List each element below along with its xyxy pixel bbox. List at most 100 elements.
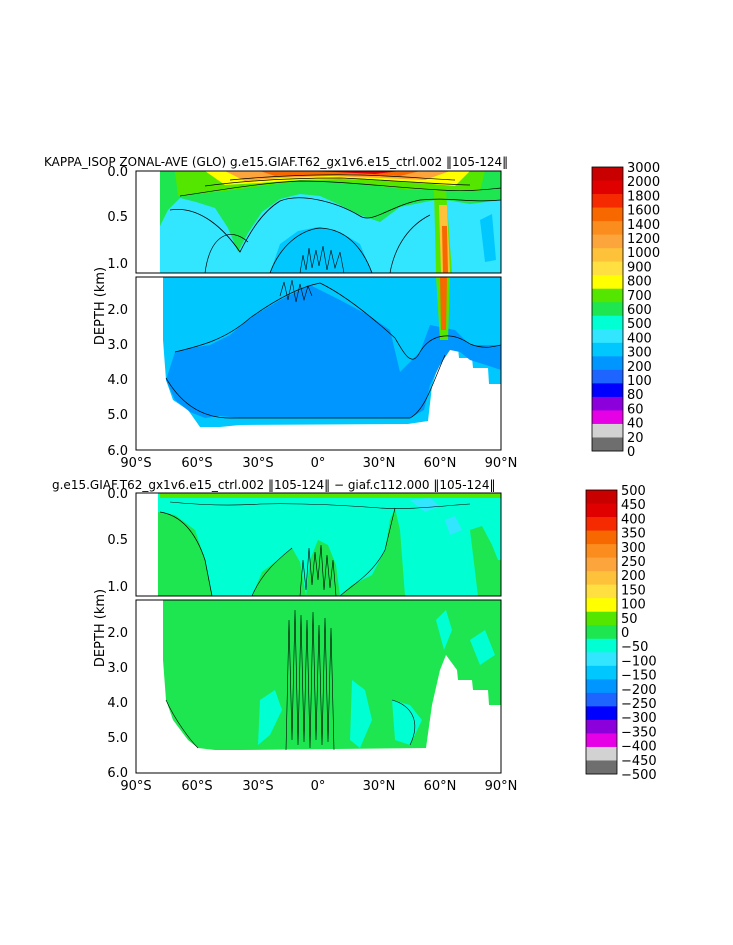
colorbar-swatch [592,288,623,303]
colorbar-swatch [586,652,617,667]
colorbar-swatch [586,584,617,599]
colorbar-label: 800 [627,275,652,290]
colorbar-label: 600 [627,303,652,318]
colorbar-label: −200 [621,683,657,698]
colorbar-swatch [592,194,623,208]
colorbar-label: 1800 [627,189,660,204]
panel-1-ylabel: DEPTH (km) [93,267,108,345]
colorbar-swatch [592,315,623,330]
p1-ytick-0: 0.0 [107,165,128,180]
panel-1-x-ticks: 90°S 60°S 30°S 0° 30°N 60°N 90°N [120,456,517,471]
colorbar-label: 1000 [627,246,660,261]
colorbar-label: 2000 [627,175,660,190]
colorbar-swatch [592,356,623,371]
colorbar-label: 100 [627,374,652,389]
p1-ytick-3: 2.0 [107,303,128,318]
colorbar-label: −300 [621,711,657,726]
colorbar-label: 200 [627,360,652,375]
colorbar-swatch [592,329,623,344]
colorbar-label: 1400 [627,218,660,233]
colorbar-swatch [586,733,617,748]
colorbar-swatch [586,598,617,613]
p1-xtick-6: 90°N [485,456,518,471]
panel-2-ylabel: DEPTH (km) [93,589,108,667]
p2-xtick-2: 30°S [242,779,273,794]
colorbar-swatch [586,692,617,707]
p1-xtick-0: 90°S [120,456,151,471]
p2-ytick-7: 6.0 [107,766,128,781]
colorbar-swatch [586,517,617,531]
colorbar-swatch [586,625,617,640]
colorbar-label: 250 [621,555,646,570]
colorbar-swatch [592,423,623,438]
colorbar-swatch [586,706,617,721]
p2-ytick-6: 5.0 [107,731,128,746]
colorbar-swatch [586,719,617,734]
p1-ytick-4: 3.0 [107,338,128,353]
colorbar-swatch [586,638,617,653]
panel-2-colorbar: 500450400350300250200150100500−50−100−15… [585,484,657,783]
colorbar-frame [591,166,624,452]
colorbar-swatch [592,342,623,357]
colorbar-swatch [592,369,623,384]
p1-ytick-2: 1.0 [107,257,128,272]
colorbar-swatch [592,207,623,222]
colorbar-swatch [586,746,617,761]
p2-xtick-6: 90°N [485,779,518,794]
colorbar-label: 20 [627,431,644,446]
panel-1-upper-frame [135,170,502,274]
panel-1-upper-field [136,171,501,273]
colorbar-label: −400 [621,740,657,755]
colorbar-swatch [592,180,623,195]
colorbar-label: −50 [621,640,648,655]
colorbar-label: 50 [621,612,638,627]
colorbar-label: 40 [627,417,644,432]
colorbar-swatch [592,221,623,236]
p1-ytick-6: 5.0 [107,408,128,423]
p2-xtick-3: 0° [311,779,326,794]
colorbar-label: −500 [621,768,657,783]
p1-ytick-5: 4.0 [107,373,128,388]
panel-2-y-ticks: 0.0 0.5 1.0 2.0 3.0 4.0 5.0 6.0 [107,487,128,781]
panel-2-lower-frame [135,599,502,774]
p2-xtick-5: 60°N [424,779,457,794]
colorbar-swatch [586,557,617,572]
p2-ytick-0: 0.0 [107,487,128,502]
panel-1-lower-frame [135,276,502,451]
p1-xtick-4: 30°N [363,456,396,471]
colorbar-label: −100 [621,654,657,669]
colorbar-label: 1600 [627,204,660,219]
colorbar-label: 1200 [627,232,660,247]
colorbar-label: 300 [627,346,652,361]
p1-xtick-5: 60°N [424,456,457,471]
colorbar-swatch [586,530,617,545]
colorbar-label: 100 [621,598,646,613]
p2-ytick-1: 0.5 [107,533,128,548]
panel-2-upper-field [136,493,501,596]
colorbar-swatch [592,167,623,181]
colorbar-label: 0 [621,626,629,641]
p2-ytick-4: 3.0 [107,661,128,676]
p2-xtick-4: 30°N [363,779,396,794]
colorbar-label: −350 [621,725,657,740]
colorbar-swatch [592,261,623,276]
colorbar-label: 700 [627,289,652,304]
colorbar-label: −250 [621,697,657,712]
colorbar-swatch [592,248,623,263]
panel-2-title: g.e15.GIAF.T62_gx1v6.e15_ctrl.002 ‖105-1… [52,478,495,492]
p2-ytick-5: 4.0 [107,696,128,711]
p1-xtick-2: 30°S [242,456,273,471]
colorbar-label: 350 [621,527,646,542]
colorbar-label: 300 [621,541,646,556]
colorbar-label: 150 [621,583,646,598]
colorbar-swatch [586,490,617,504]
colorbar-label: 900 [627,260,652,275]
colorbar-swatch [592,410,623,425]
colorbar-label: 80 [627,388,644,403]
panel-1-lower-field [136,277,501,450]
colorbar-swatch [586,679,617,694]
colorbar-swatch [592,437,623,452]
colorbar-label: 500 [627,317,652,332]
colorbar-label: 400 [627,331,652,346]
colorbar-label: −450 [621,754,657,769]
